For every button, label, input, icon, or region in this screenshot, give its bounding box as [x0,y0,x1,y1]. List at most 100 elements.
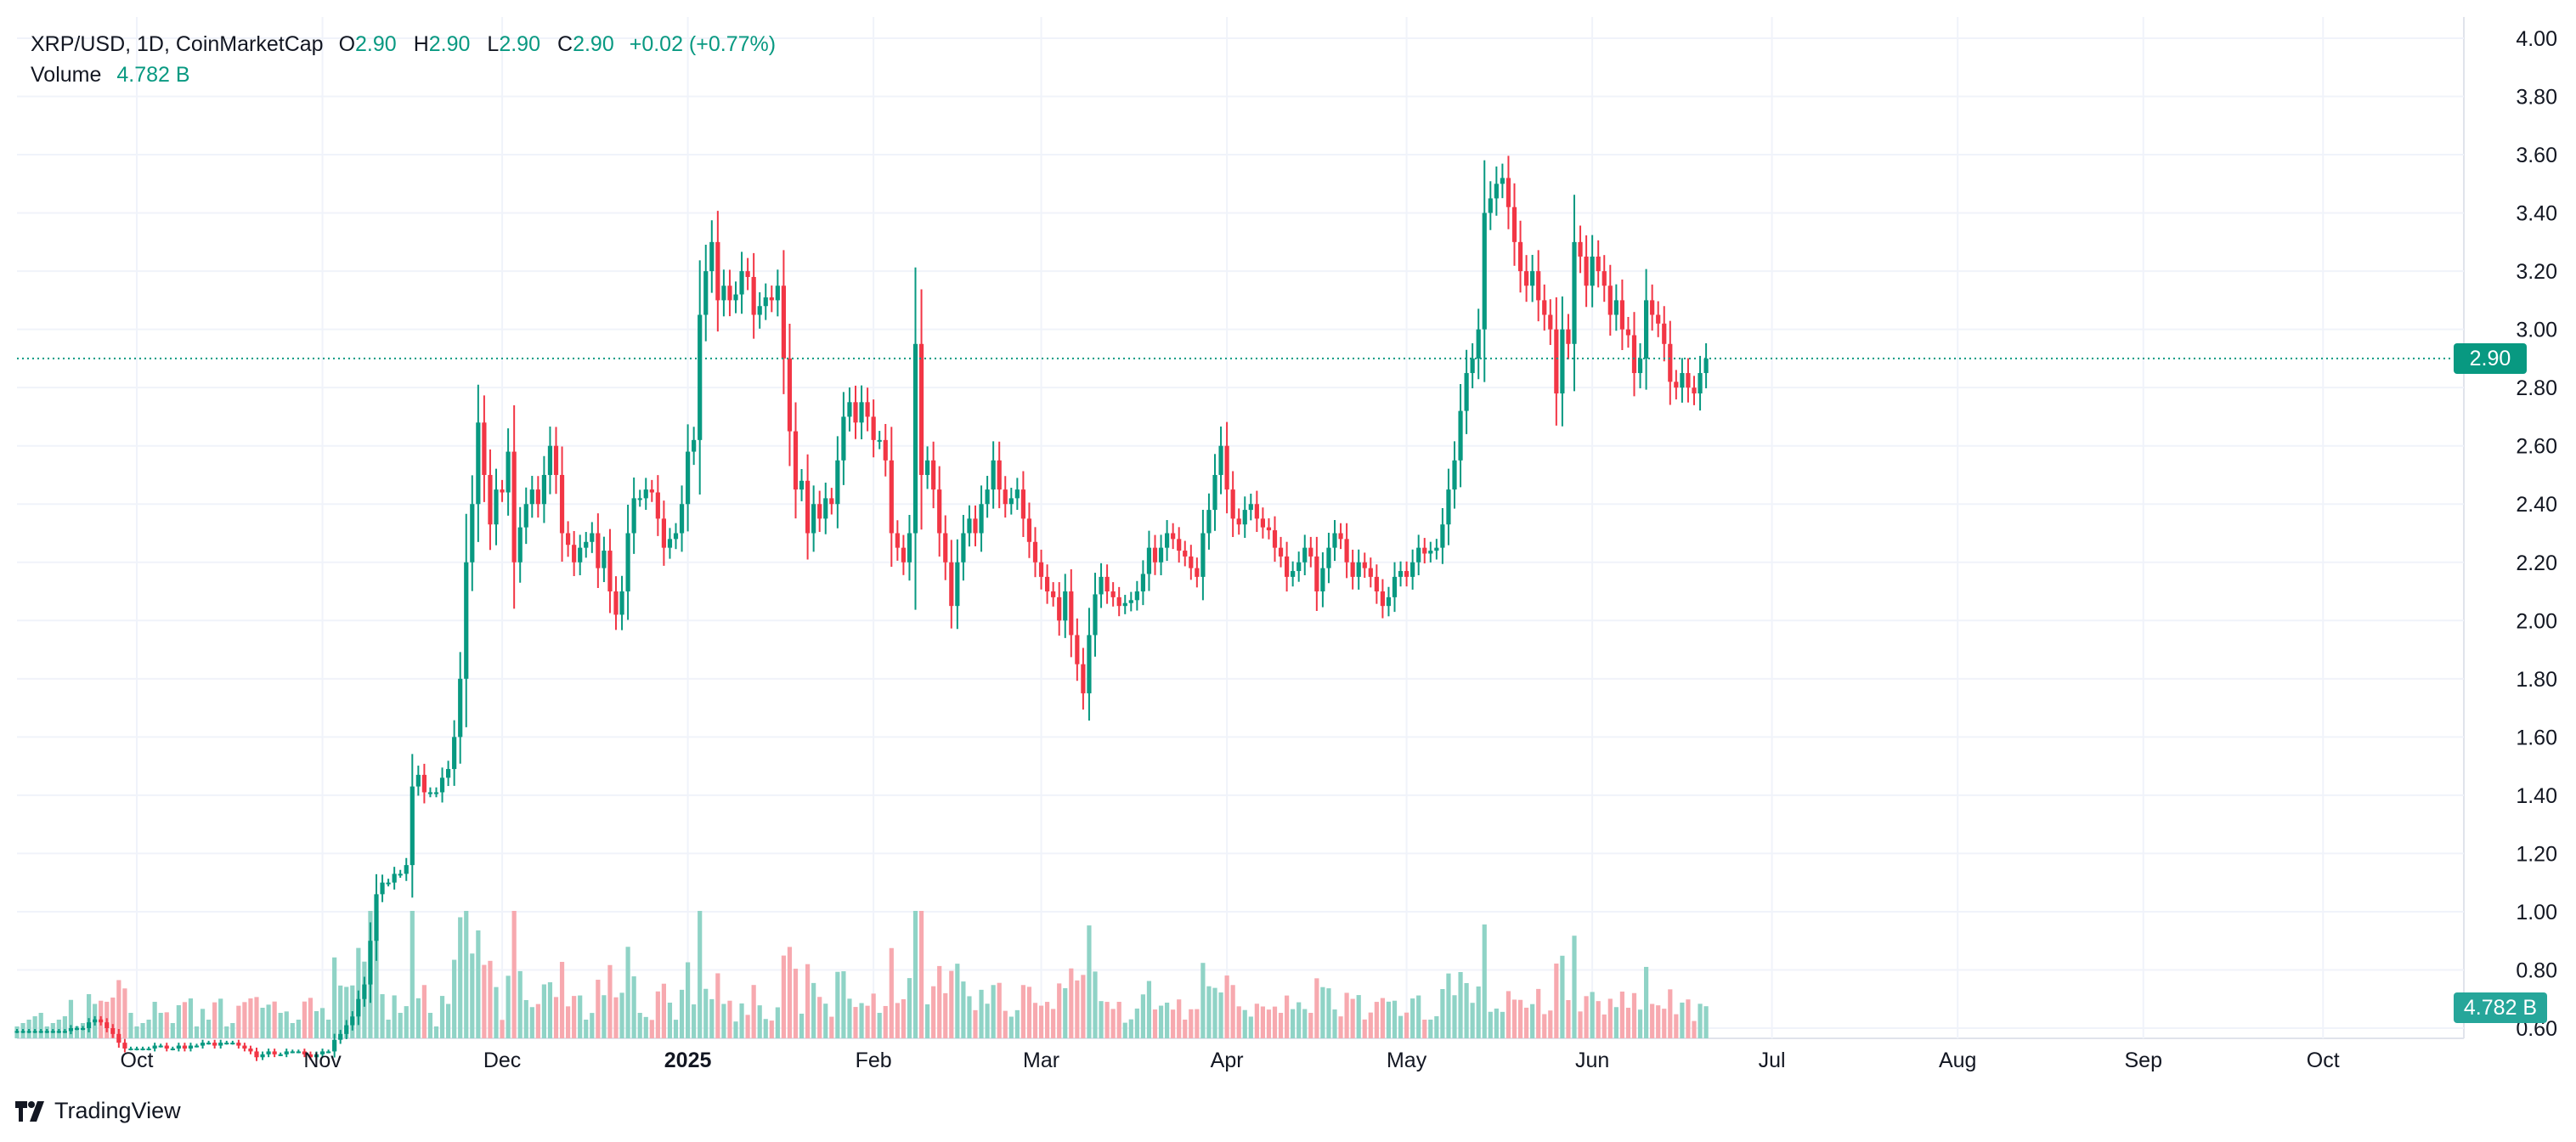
candle-body [703,271,709,315]
volume-bar [912,911,918,1038]
time-tick-label: Oct [121,1049,154,1072]
candle-body [1099,576,1104,595]
candle-body [164,1045,169,1049]
candle-body [1434,547,1439,551]
candle-body [823,498,828,519]
candle-body [865,402,870,417]
volume-bar [523,999,528,1038]
candle-body [308,1054,314,1058]
candle-body [1505,178,1511,207]
volume-bar [506,975,511,1038]
volume-bar [1613,1007,1618,1038]
volume-bar [1014,1009,1020,1038]
volume-bar [433,1026,439,1038]
candle-body [344,1025,349,1034]
candle-body [1236,518,1241,525]
volume-bar [1003,1010,1008,1038]
volume-bar [421,985,427,1038]
volume-bar [991,985,996,1038]
candle-body [745,271,750,277]
tradingview-logo[interactable]: TradingView [15,1098,181,1124]
candle-body [398,873,403,876]
candle-body [1380,591,1385,607]
volume-bar [1230,985,1235,1038]
candle-body [1242,510,1247,525]
candle-body [1452,460,1457,490]
volume-bars [14,911,1709,1038]
volume-bar [967,996,972,1038]
price-tick-label: 1.00 [2516,901,2557,924]
volume-bar [452,959,457,1038]
candle-body [709,241,715,272]
candle-body [733,294,738,301]
volume-bar [248,998,253,1038]
price-tick-label: 3.40 [2516,202,2557,226]
candle-body [338,1033,343,1040]
volume-bar [296,1020,301,1038]
candle-body [1045,576,1050,592]
candle-body [566,533,571,546]
volume-bar [1075,980,1080,1038]
volume-bar [1171,1009,1176,1038]
price-tick-label: 1.80 [2516,668,2557,692]
volume-bar [566,1006,571,1038]
volume-bar [1332,1009,1337,1038]
volume-bar [308,998,314,1038]
volume-bar [865,1005,870,1038]
volume-bar [511,911,517,1038]
candle-body [242,1045,247,1049]
volume-bar [260,1008,265,1038]
volume-bar [918,911,924,1038]
candle-body [607,551,613,592]
candle-body [1607,286,1613,315]
candle-body [50,1031,55,1033]
candle-body [314,1054,319,1058]
candle-body [1344,539,1349,563]
candle-body [1183,551,1188,557]
candle-body [1063,591,1068,621]
volume-bar [841,971,846,1038]
candle-body [1488,198,1493,213]
candle-body [380,882,385,895]
candle-body [470,504,475,563]
candle-body [955,562,960,607]
candle-body [529,489,534,505]
volume-bar [721,1003,726,1038]
price-axis[interactable]: 4.00 3.80 3.60 3.40 3.20 3.00 2.80 2.60 2.40 2.20… [2516,27,2557,1041]
candle-body [895,533,900,548]
candle-body [319,1051,325,1054]
volume-label[interactable]: Volume [31,63,102,87]
candle-body [1446,489,1451,525]
volume-bar [853,1007,858,1038]
candle-body [859,402,864,423]
candle-body [590,533,595,542]
candle-body [464,562,469,679]
volume-bar [1093,971,1098,1038]
volume-bar [1032,1003,1038,1038]
volume-bar [847,998,852,1038]
volume-bar [1272,1006,1278,1038]
volume-bar [727,1000,732,1038]
volume-bar [817,997,822,1038]
volume-bar [763,1019,768,1038]
volume-bar [1134,1008,1139,1038]
candle-body [769,297,774,301]
time-axis[interactable]: Oct Nov Dec 2025 Feb Mar Apr May Jun Jul Aug Sep Oct [121,1049,2340,1072]
volume-bar [1476,986,1481,1038]
candle-body [1008,498,1014,505]
volume-bar [224,1026,229,1038]
candle-body [679,504,685,534]
candle-body [1110,591,1116,597]
candle-body [686,451,691,505]
volume-bar [1500,1011,1505,1038]
volume-bar [1536,988,1541,1038]
candle-body [1218,445,1223,475]
grid-lines [17,17,2464,1038]
volume-bar [439,996,445,1038]
volume-bar [1524,1007,1529,1038]
symbol-info[interactable]: XRP/USD, 1D, CoinMarketCap [31,32,324,56]
volume-bar [1674,1014,1679,1038]
volume-bar [1542,1014,1547,1038]
candle-body [1014,489,1020,499]
